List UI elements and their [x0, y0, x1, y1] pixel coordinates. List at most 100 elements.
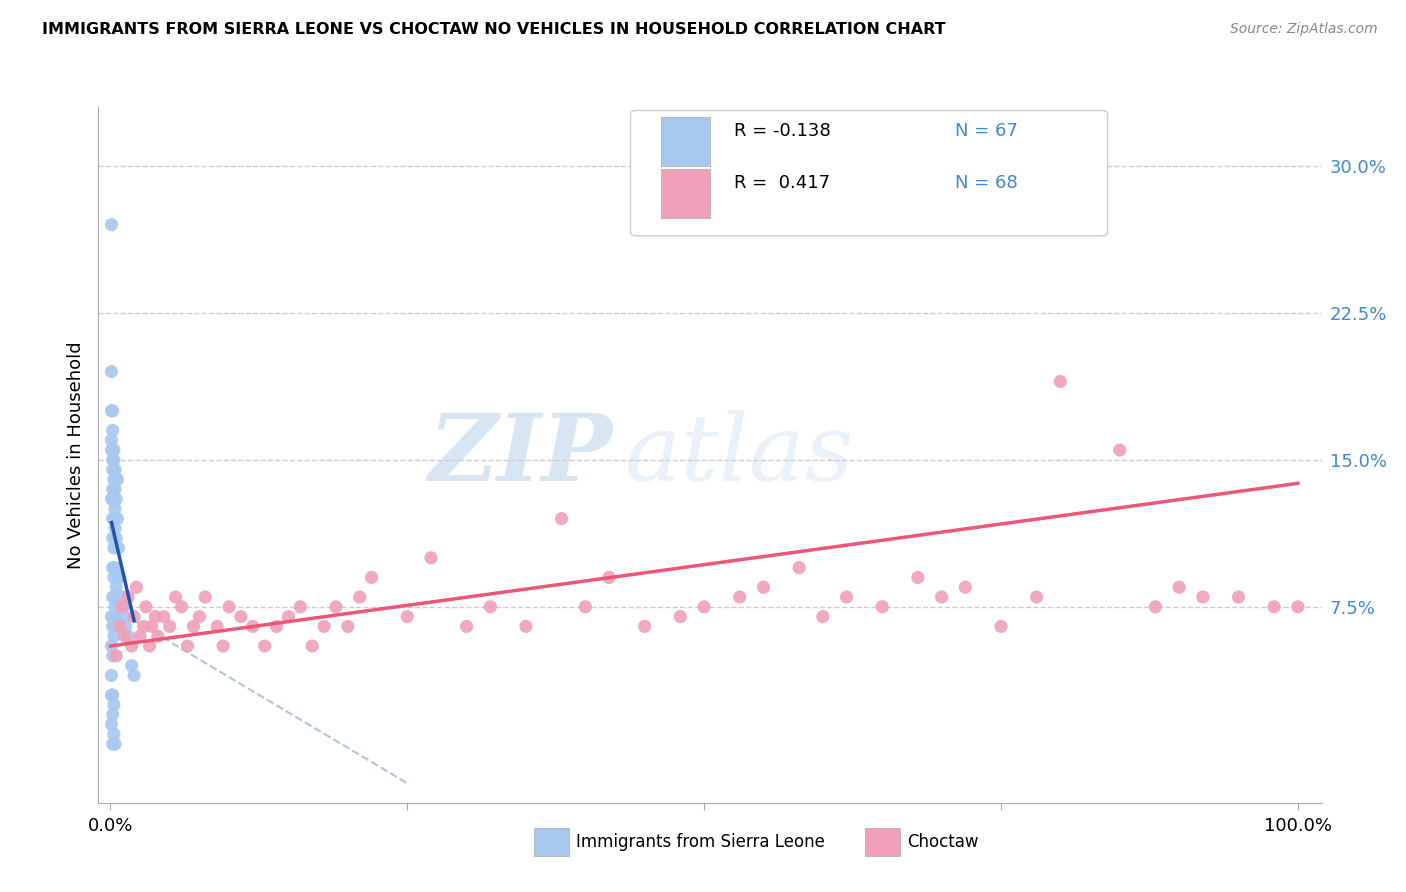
Point	[114, 629, 136, 643]
Point	[103, 491, 125, 506]
Point	[152, 609, 174, 624]
Point	[218, 599, 240, 614]
Point	[1263, 599, 1285, 614]
Point	[907, 570, 929, 584]
Point	[107, 541, 129, 555]
Point	[165, 590, 187, 604]
Point	[100, 609, 122, 624]
Point	[107, 570, 129, 584]
Point	[101, 511, 124, 525]
Point	[100, 717, 122, 731]
Point	[114, 619, 136, 633]
Point	[122, 668, 145, 682]
Point	[105, 472, 128, 486]
Point	[105, 609, 128, 624]
Point	[301, 639, 323, 653]
Point	[194, 590, 217, 604]
Point	[634, 619, 657, 633]
Text: IMMIGRANTS FROM SIERRA LEONE VS CHOCTAW NO VEHICLES IN HOUSEHOLD CORRELATION CHA: IMMIGRANTS FROM SIERRA LEONE VS CHOCTAW …	[42, 22, 946, 37]
Text: 100.0%: 100.0%	[1264, 816, 1331, 835]
Point	[125, 580, 148, 594]
Point	[121, 639, 143, 653]
Point	[811, 609, 834, 624]
Point	[159, 619, 181, 633]
Point	[141, 619, 163, 633]
Point	[104, 619, 127, 633]
FancyBboxPatch shape	[661, 169, 710, 218]
Point	[101, 560, 124, 574]
Y-axis label: No Vehicles in Household: No Vehicles in Household	[66, 341, 84, 569]
Text: Immigrants from Sierra Leone: Immigrants from Sierra Leone	[576, 833, 825, 851]
Point	[266, 619, 288, 633]
Point	[103, 511, 125, 525]
Point	[550, 511, 572, 525]
Point	[104, 737, 127, 751]
Point	[188, 609, 211, 624]
Text: N = 67: N = 67	[955, 122, 1018, 140]
Point	[100, 491, 122, 506]
Text: R =  0.417: R = 0.417	[734, 174, 831, 193]
Point	[1144, 599, 1167, 614]
Point	[104, 521, 127, 535]
Point	[135, 599, 157, 614]
Point	[835, 590, 858, 604]
Point	[105, 648, 128, 663]
Point	[105, 491, 128, 506]
Point	[117, 590, 139, 604]
Text: 0.0%: 0.0%	[87, 816, 134, 835]
Point	[101, 707, 124, 722]
Point	[101, 462, 124, 476]
Point	[108, 619, 131, 633]
Point	[176, 639, 198, 653]
Point	[103, 727, 125, 741]
Point	[669, 609, 692, 624]
FancyBboxPatch shape	[661, 118, 710, 166]
Point	[101, 648, 124, 663]
Point	[104, 482, 127, 496]
Text: N = 68: N = 68	[955, 174, 1018, 193]
Point	[574, 599, 596, 614]
Text: R = -0.138: R = -0.138	[734, 122, 831, 140]
Point	[114, 609, 136, 624]
Point	[101, 590, 124, 604]
Point	[931, 590, 953, 604]
Point	[693, 599, 716, 614]
Point	[100, 443, 122, 458]
Point	[229, 609, 252, 624]
Point	[107, 590, 129, 604]
Point	[132, 619, 155, 633]
Point	[146, 629, 169, 643]
Point	[101, 609, 124, 624]
Point	[103, 590, 125, 604]
Point	[103, 452, 125, 467]
Point	[104, 462, 127, 476]
Point	[108, 570, 131, 584]
Point	[100, 639, 122, 653]
Point	[101, 737, 124, 751]
Point	[1025, 590, 1047, 604]
Point	[101, 452, 124, 467]
Point	[101, 688, 124, 702]
Point	[101, 482, 124, 496]
Point	[396, 609, 419, 624]
Point	[1192, 590, 1215, 604]
Point	[145, 609, 167, 624]
Point	[129, 629, 152, 643]
Point	[170, 599, 193, 614]
Point	[787, 560, 810, 574]
Point	[100, 688, 122, 702]
Point	[515, 619, 537, 633]
Point	[100, 218, 122, 232]
Text: ZIP: ZIP	[427, 410, 612, 500]
Point	[100, 434, 122, 448]
Point	[105, 580, 128, 594]
Point	[1227, 590, 1250, 604]
Point	[101, 619, 124, 633]
Point	[290, 599, 312, 614]
Point	[1108, 443, 1130, 458]
Point	[336, 619, 359, 633]
Point	[990, 619, 1012, 633]
Point	[598, 570, 620, 584]
Point	[104, 599, 127, 614]
Text: atlas: atlas	[624, 410, 853, 500]
